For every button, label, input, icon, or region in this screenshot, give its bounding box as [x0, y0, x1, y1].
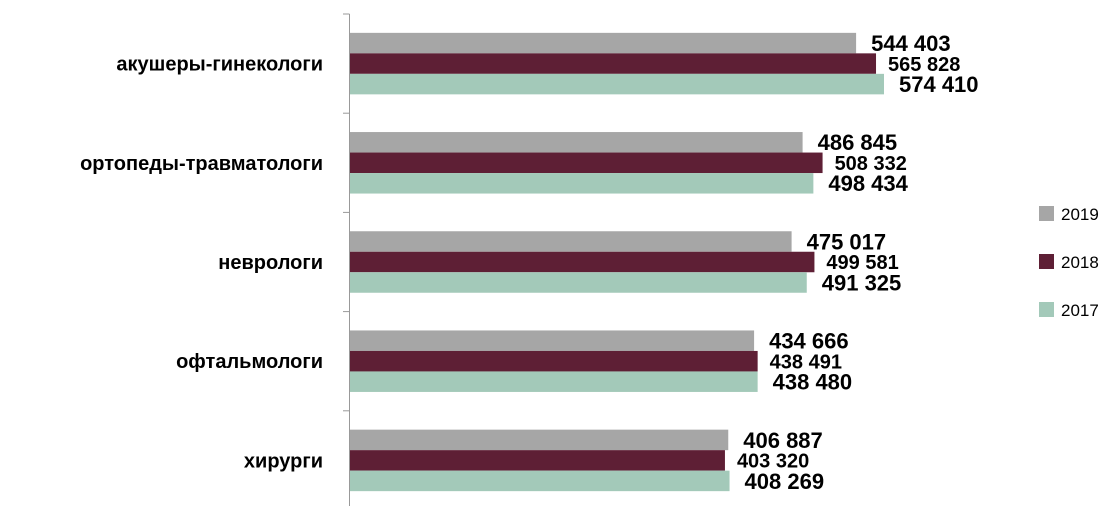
bar-2018: [350, 350, 758, 372]
legend-swatch-2019: [1039, 206, 1054, 221]
category-label: хирурги: [244, 450, 323, 472]
data-label: 475 017: [807, 229, 887, 254]
bar-2019: [350, 231, 792, 252]
category-label: офтальмологи: [176, 351, 323, 373]
data-label: 438 491: [770, 351, 842, 373]
data-label: 544 403: [871, 31, 951, 56]
category-label: ортопеды-травматологи: [80, 153, 323, 175]
data-label: 438 480: [773, 370, 853, 395]
bar-2017: [350, 470, 730, 492]
bar-2019: [350, 132, 803, 153]
data-label: 406 887: [743, 428, 823, 453]
bar-2019: [350, 32, 857, 54]
legend-label: 2017: [1061, 301, 1099, 320]
data-label: 403 320: [737, 451, 809, 473]
bars-group: [350, 32, 884, 492]
legend-label: 2018: [1061, 253, 1099, 272]
data-label: 499 581: [826, 252, 898, 274]
data-label: 574 410: [899, 72, 979, 97]
bar-2018: [350, 251, 815, 273]
data-label: 565 828: [888, 54, 960, 76]
category-labels-group: акушеры-гинекологи ортопеды-травматологи н…: [80, 54, 323, 473]
category-label: акушеры-гинекологи: [116, 54, 323, 76]
bar-2018: [350, 152, 823, 174]
bar-2019: [350, 429, 729, 451]
bar-2018: [350, 450, 725, 471]
category-axis: [343, 13, 350, 506]
legend-swatch-2018: [1039, 254, 1054, 269]
bar-2018: [350, 53, 877, 74]
bar-2017: [350, 371, 758, 392]
data-label: 434 666: [769, 329, 849, 354]
data-label: 508 332: [835, 153, 907, 175]
data-label: 498 434: [828, 171, 908, 196]
legend: 2019 2018 2017: [1039, 205, 1099, 320]
bar-2017: [350, 173, 814, 194]
data-label: 408 269: [745, 469, 825, 494]
legend-label: 2019: [1061, 205, 1099, 224]
category-label: неврологи: [218, 252, 323, 274]
data-label: 486 845: [818, 130, 898, 155]
bar-2019: [350, 330, 755, 351]
bar-2017: [350, 73, 884, 95]
legend-swatch-2017: [1039, 302, 1054, 317]
bar-2017: [350, 272, 807, 293]
data-label: 491 325: [822, 270, 902, 295]
